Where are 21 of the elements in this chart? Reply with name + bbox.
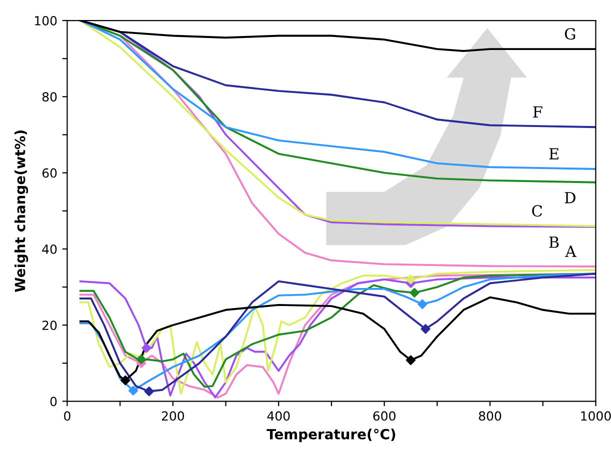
series-label: D xyxy=(564,192,576,204)
y-tick-label: 40 xyxy=(42,244,57,254)
series-label: C xyxy=(532,205,542,217)
series-label: F xyxy=(533,106,542,118)
x-tick-label: 800 xyxy=(478,411,502,421)
y-tick-label: 80 xyxy=(42,92,57,102)
x-tick-label: 1000 xyxy=(581,411,611,421)
y-tick-label: 60 xyxy=(42,168,57,178)
series-label: B xyxy=(549,236,559,248)
x-tick-label: 600 xyxy=(373,411,396,421)
x-axis-title: Temperature(°C) xyxy=(266,428,396,442)
series-label: A xyxy=(565,246,576,257)
y-tick-label: 100 xyxy=(35,16,57,26)
y-axis-title: Weight change(wt%) xyxy=(14,130,28,292)
series-label: E xyxy=(549,148,558,160)
x-tick-label: 400 xyxy=(267,411,290,421)
x-tick-label: 0 xyxy=(64,411,70,421)
series-label: G xyxy=(564,28,576,40)
x-tick-label: 200 xyxy=(162,411,184,421)
y-tick-label: 20 xyxy=(42,320,57,330)
y-tick-label: 0 xyxy=(50,396,57,406)
